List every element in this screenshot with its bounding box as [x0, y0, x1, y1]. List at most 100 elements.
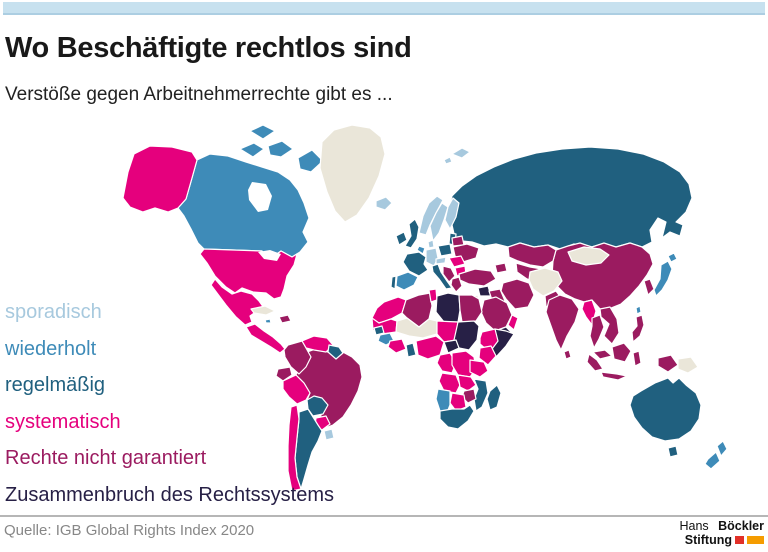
- country-korea: [643, 278, 655, 296]
- country-italy: [431, 263, 453, 290]
- footer-divider: [0, 515, 768, 517]
- country-poland: [437, 243, 453, 257]
- page-title: Wo Beschäftigte rechtlos sind: [5, 32, 412, 64]
- country-tasmania: [667, 445, 679, 458]
- country-chile: [287, 404, 302, 492]
- country-taiwan: [635, 305, 642, 315]
- country-indonesia-sumatra: [586, 353, 604, 372]
- hudson-bay-water: [248, 182, 272, 212]
- source-note: Quelle: IGB Global Rights Index 2020: [4, 522, 255, 539]
- country-romania: [448, 255, 466, 268]
- country-cuba: [250, 305, 276, 316]
- country-finland: [444, 197, 460, 230]
- country-greenland: [319, 124, 386, 223]
- country-austria-cz: [435, 256, 447, 265]
- hans-boeckler-logo: Hans Böckler Stiftung: [679, 519, 764, 547]
- country-kazakhstan: [507, 242, 557, 268]
- country-somalia: [491, 328, 515, 358]
- country-france: [402, 251, 429, 277]
- country-caucasus: [494, 262, 508, 274]
- country-australia: [629, 377, 702, 442]
- country-malaysia: [592, 349, 613, 360]
- country-canada: [177, 153, 310, 260]
- country-kenya: [478, 345, 497, 366]
- country-south-africa: [439, 404, 475, 430]
- logo-name-bold: Böckler: [718, 519, 764, 533]
- country-hispaniola: [278, 314, 292, 324]
- country-russia: [447, 146, 693, 250]
- country-indonesia-west-papua: [657, 354, 679, 373]
- country-madagascar: [486, 384, 502, 411]
- country-new-zealand: [716, 440, 728, 457]
- logo-orange-rect-icon: [747, 536, 764, 544]
- country-arctic-islands: [267, 140, 294, 158]
- country-iceland: [375, 196, 393, 211]
- country-ghana: [405, 342, 417, 358]
- great-lakes-water: [258, 250, 281, 261]
- country-arctic-islands: [249, 124, 276, 140]
- country-ireland: [395, 231, 408, 246]
- country-svalbard: [451, 147, 471, 159]
- logo-red-square-icon: [735, 536, 744, 544]
- country-uk: [404, 218, 420, 249]
- page-subtitle: Verstöße gegen Arbeitnehmerrechte gibt e…: [5, 84, 393, 105]
- country-angola: [438, 372, 461, 394]
- legend-item-systematisch: systematisch: [5, 410, 121, 433]
- country-saudi-arabia: [480, 296, 513, 332]
- country-cameroon-congo: [436, 352, 457, 374]
- legend-item-wiederholt: wiederholt: [5, 337, 97, 360]
- country-norway: [418, 195, 444, 236]
- country-libya: [435, 292, 461, 323]
- country-tunisia: [428, 288, 438, 303]
- country-mongolia: [567, 246, 610, 266]
- country-indonesia-borneo: [611, 342, 632, 363]
- country-alaska: [122, 145, 198, 213]
- country-turkey: [458, 268, 497, 287]
- country-india: [545, 294, 580, 351]
- country-colombia: [283, 340, 312, 375]
- legend-item-zusammenbruch: Zusammenbruch des Rechtssystems: [5, 483, 335, 506]
- country-botswana: [449, 392, 467, 412]
- country-portugal: [390, 275, 397, 290]
- country-tanzania: [469, 359, 489, 378]
- country-new-zealand: [704, 451, 721, 470]
- country-indonesia-java: [600, 371, 628, 381]
- country-senegal: [373, 325, 385, 336]
- country-guyanas: [327, 344, 344, 360]
- country-oman: [507, 314, 519, 331]
- country-jamaica: [264, 318, 272, 324]
- country-japan: [653, 260, 673, 297]
- country-sri-lanka: [563, 349, 572, 360]
- country-iran: [500, 278, 535, 310]
- country-png: [677, 356, 699, 374]
- country-denmark: [427, 239, 435, 249]
- country-zambia: [457, 374, 477, 392]
- country-cote-divoire: [387, 338, 407, 354]
- country-car: [443, 339, 460, 354]
- legend-item-regelmaessig: regelmäßig: [5, 374, 106, 396]
- country-philippines: [631, 314, 645, 343]
- logo-stiftung-label: Stiftung: [684, 533, 732, 547]
- country-thailand: [589, 314, 605, 349]
- country-egypt: [458, 294, 483, 323]
- country-svalbard: [443, 156, 453, 165]
- logo-line-1: Hans Böckler: [679, 519, 764, 533]
- country-greece: [450, 276, 463, 293]
- country-arctic-islands: [297, 149, 324, 173]
- map-legend: sporadisch wiederholt regelmäßig systema…: [5, 297, 334, 516]
- country-usa: [199, 248, 298, 300]
- country-indochina: [599, 306, 620, 345]
- country-ecuador: [275, 366, 293, 382]
- top-accent-bar: [3, 2, 765, 15]
- legend-item-sporadisch: sporadisch: [5, 301, 102, 323]
- logo-line-2: Stiftung: [679, 533, 764, 547]
- logo-name-regular: Hans: [679, 519, 709, 533]
- country-uruguay: [323, 428, 335, 441]
- country-afghanistan: [528, 267, 563, 297]
- legend-item-rechte-nicht-garantiert: Rechte nicht garantiert: [5, 447, 207, 469]
- country-japan: [667, 252, 678, 263]
- country-peru: [282, 374, 311, 405]
- country-benelux: [416, 245, 426, 255]
